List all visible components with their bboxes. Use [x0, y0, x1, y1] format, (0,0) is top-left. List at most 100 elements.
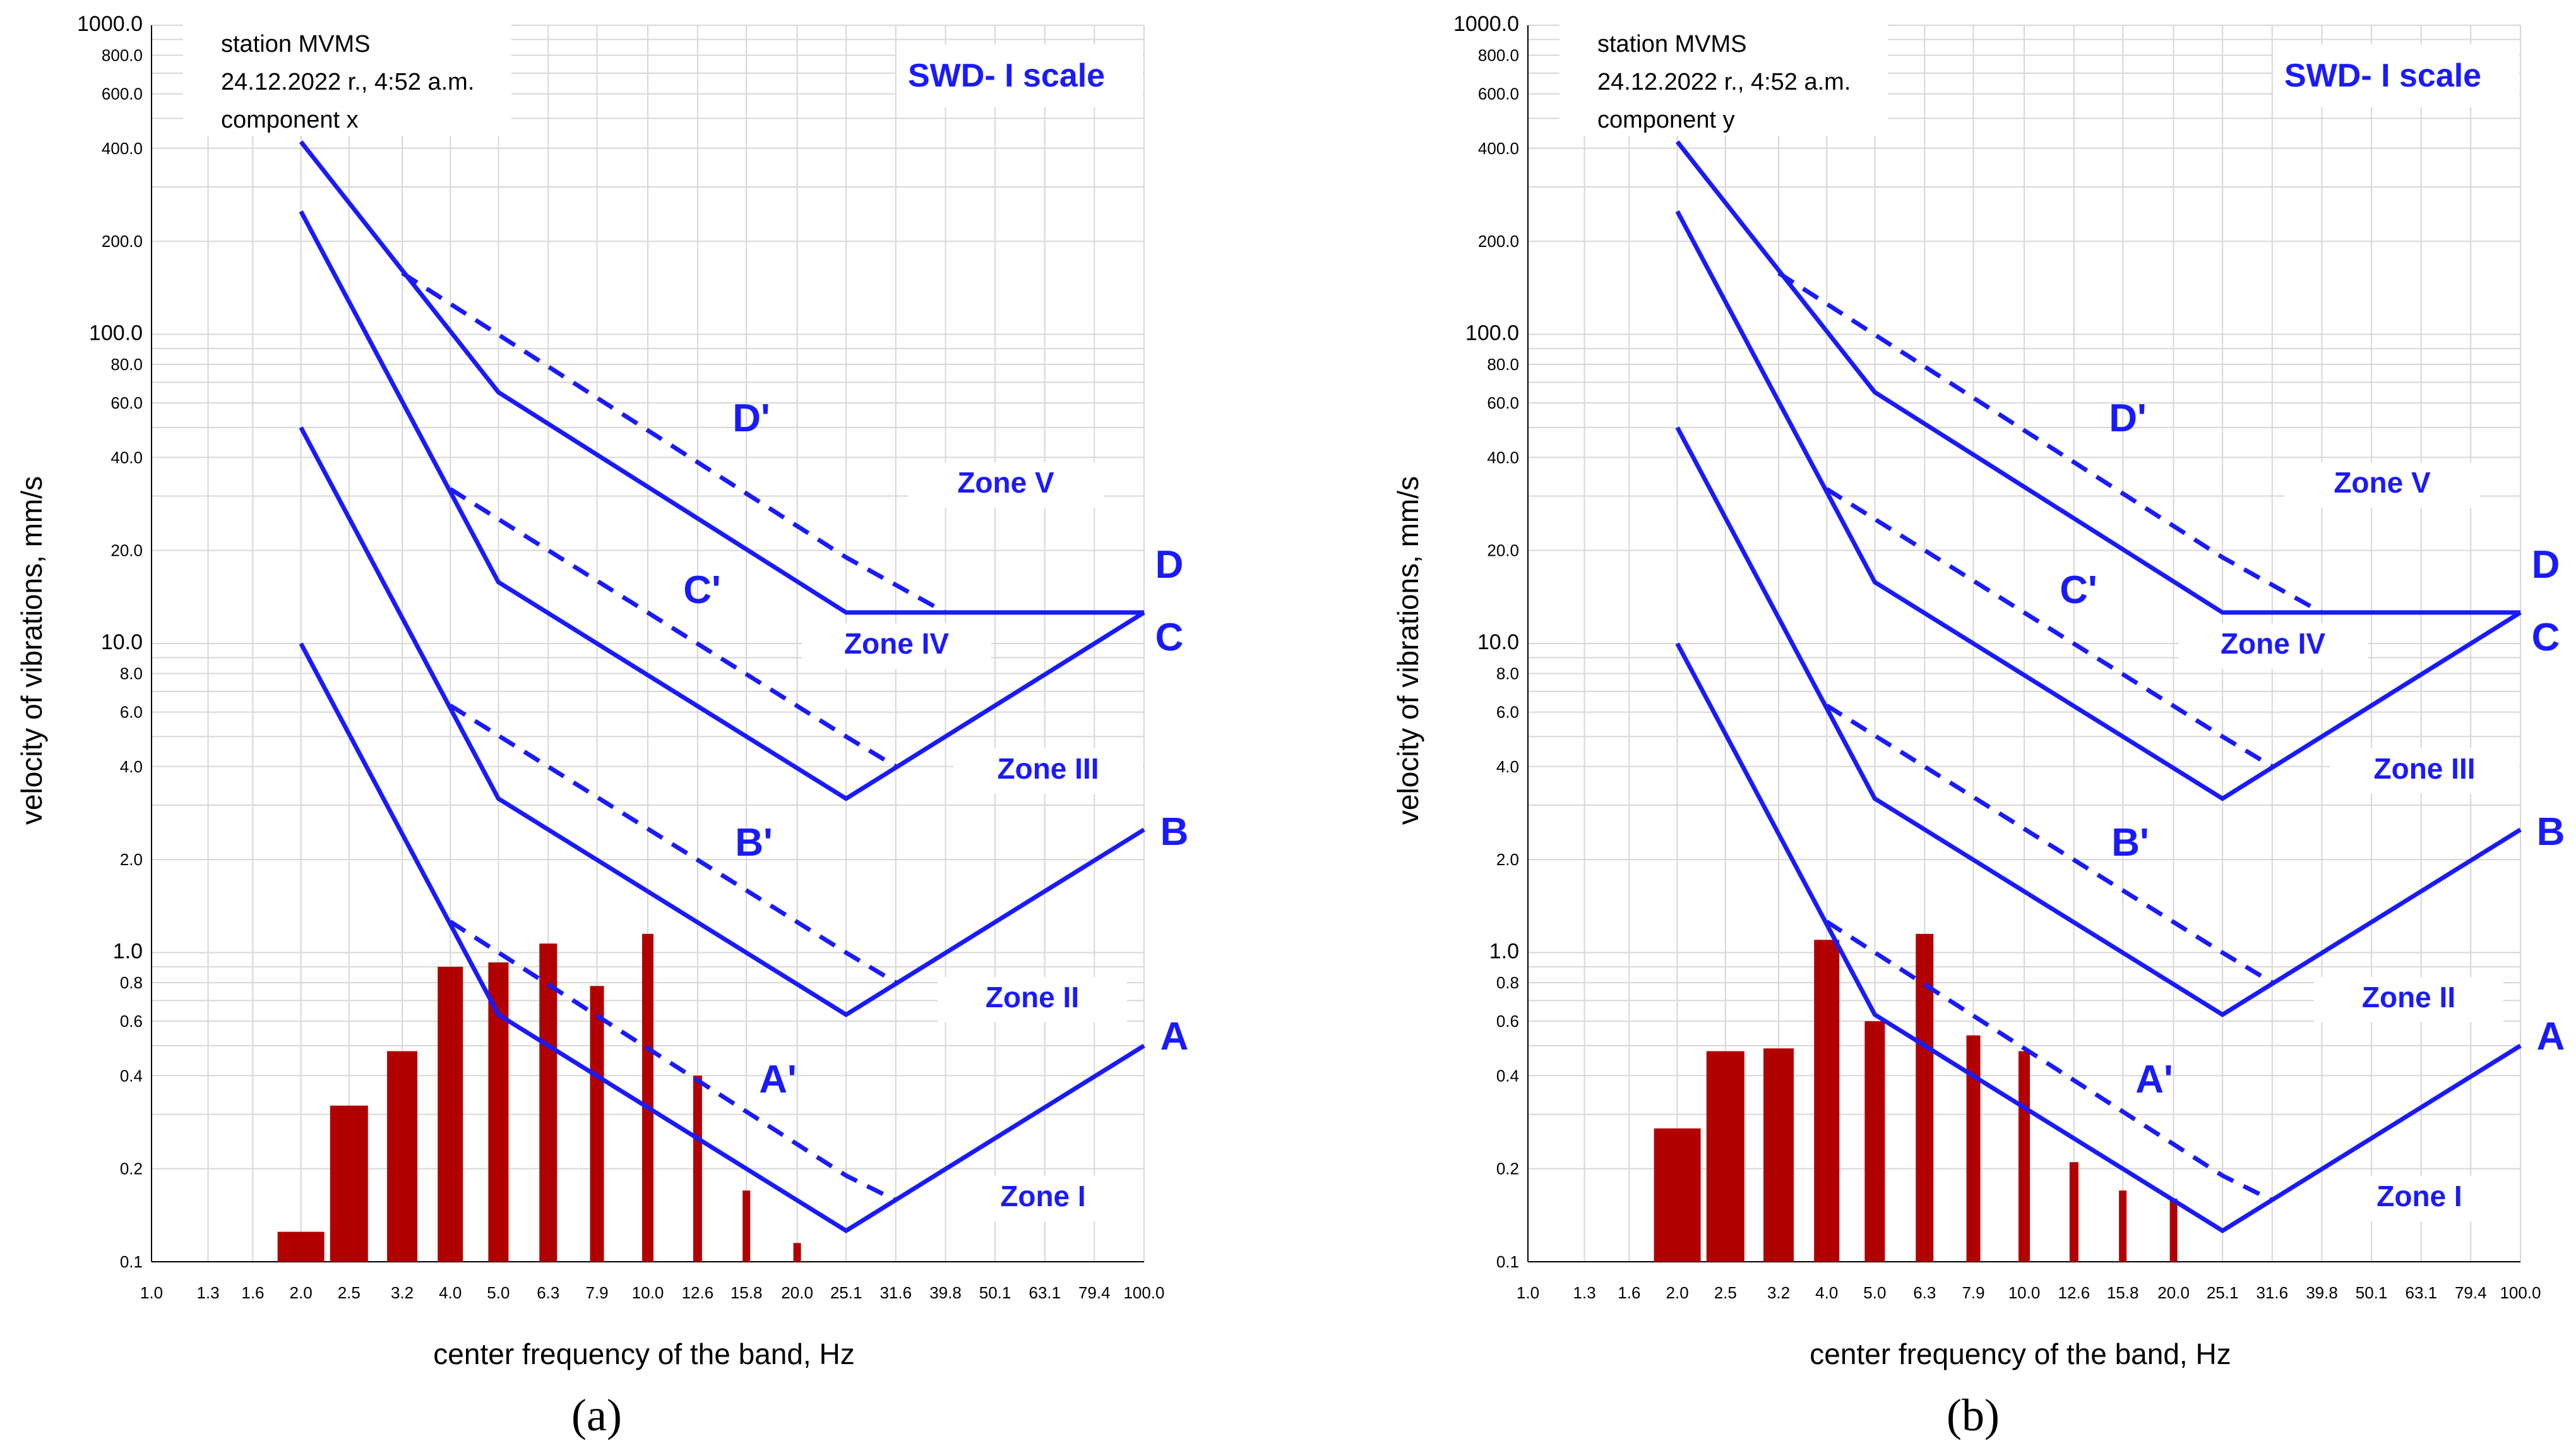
curve-label: D — [2532, 543, 2560, 587]
bar-series — [1654, 933, 2178, 1262]
zone-label: Zone IV — [2221, 627, 2325, 660]
y-tick-label: 6.0 — [120, 703, 143, 722]
bar — [330, 1105, 368, 1262]
zone-label: Zone I — [2376, 1180, 2462, 1212]
y-tick-label: 2.0 — [120, 850, 143, 869]
x-tick-label: 1.3 — [1573, 1283, 1595, 1302]
info-line: 24.12.2022 r., 4:52 a.m. — [221, 69, 474, 95]
y-tick-label: 10.0 — [1477, 630, 1519, 654]
limit-line — [449, 704, 897, 985]
y-tick-label: 0.1 — [120, 1252, 143, 1271]
y-tick-label: 200.0 — [102, 232, 143, 251]
y-tick-label: 0.8 — [120, 973, 143, 992]
limit-lines — [299, 140, 1145, 1234]
y-tick-label: 0.4 — [120, 1066, 143, 1085]
info-line: station MVMS — [221, 31, 371, 57]
y-tick-label: 60.0 — [110, 393, 143, 412]
x-tick-label: 5.0 — [487, 1283, 510, 1302]
y-tick-label: 200.0 — [1478, 232, 1519, 251]
x-tick-label: 2.0 — [1666, 1283, 1689, 1302]
x-tick-label: 2.0 — [290, 1283, 313, 1302]
x-tick-label: 25.1 — [2207, 1283, 2239, 1302]
station-info: station MVMS 24.12.2022 r., 4:52 a.m. comp… — [1597, 31, 1851, 133]
bar — [742, 1190, 751, 1262]
y-tick-label: 10.0 — [101, 630, 143, 654]
zone-labels: Zone I Zone II Zone III Zone IV Zone V — [802, 462, 1143, 1221]
y-tick-label: 400.0 — [1478, 139, 1519, 158]
y-tick-label: 800.0 — [1478, 45, 1519, 64]
zone-label-bg — [2284, 462, 2480, 508]
curve-label: A — [1160, 1015, 1189, 1058]
x-tick-label: 20.0 — [2157, 1283, 2190, 1302]
curve-label: C' — [683, 568, 721, 612]
x-tick-label: 4.0 — [1815, 1283, 1838, 1302]
bar — [2069, 1162, 2078, 1262]
x-tick-label: 63.1 — [1029, 1283, 1061, 1302]
x-tick-label: 39.8 — [2306, 1283, 2338, 1302]
x-tick-label: 79.4 — [2455, 1283, 2487, 1302]
x-tick-label: 10.0 — [2008, 1283, 2041, 1302]
zone-label-bg — [2325, 1176, 2514, 1221]
x-tick-label: 15.8 — [730, 1283, 763, 1302]
y-tick-label: 80.0 — [1487, 355, 1519, 374]
info-box — [183, 19, 511, 136]
zone-label: Zone II — [2362, 981, 2455, 1014]
y-tick-label: 6.0 — [1496, 703, 1519, 722]
curve-labels: A B CD A' B' C' D' — [2060, 397, 2565, 1101]
x-tick-label: 1.6 — [1618, 1283, 1640, 1302]
zone-label-bg — [802, 623, 991, 669]
panel-label: (b) — [1947, 1390, 2000, 1440]
y-tick-labels: 0.1 0.2 0.4 0.6 0.8 1.0 2.0 4.0 6.0 8.0 10.0 20.0 40… — [77, 12, 143, 1271]
y-tick-label: 0.6 — [120, 1012, 143, 1031]
bar — [387, 1051, 418, 1262]
x-tick-label: 10.0 — [632, 1283, 664, 1302]
zone-label-bg — [2330, 748, 2519, 794]
y-tick-label: 0.8 — [1496, 973, 1519, 992]
limit-line — [1825, 704, 2274, 985]
x-tick-label: 7.9 — [1962, 1283, 1984, 1302]
limit-lines — [1675, 140, 2522, 1234]
bar — [590, 986, 604, 1262]
bar — [488, 962, 509, 1262]
limit-line — [1825, 487, 2274, 769]
x-tick-label: 4.0 — [439, 1283, 462, 1302]
panel-label: (a) — [571, 1390, 622, 1440]
x-tick-label: 3.2 — [1767, 1283, 1790, 1302]
y-tick-label: 20.0 — [1487, 541, 1519, 560]
limit-line — [449, 919, 897, 1202]
x-tick-label: 25.1 — [830, 1283, 862, 1302]
limit-line — [449, 487, 897, 769]
zone-label-bg — [953, 748, 1143, 794]
x-tick-label: 5.0 — [1863, 1283, 1886, 1302]
y-axis-label: velocity of vibrations, mm/s — [1392, 476, 1424, 825]
bar — [539, 943, 558, 1262]
curve-label: C' — [2060, 568, 2097, 612]
curve-label: A' — [759, 1058, 797, 1101]
x-tick-label: 31.6 — [880, 1283, 912, 1302]
x-tick-label: 50.1 — [979, 1283, 1011, 1302]
bar — [1706, 1051, 1744, 1262]
x-tick-label: 15.8 — [2107, 1283, 2139, 1302]
y-tick-label: 0.1 — [1496, 1252, 1519, 1271]
info-box — [1559, 19, 1888, 136]
info-line: 24.12.2022 r., 4:52 a.m. — [1597, 69, 1851, 95]
zone-label-bg — [938, 977, 1127, 1022]
bar — [2018, 1051, 2030, 1262]
y-tick-label: 600.0 — [102, 85, 143, 104]
x-tick-label: 1.6 — [241, 1283, 264, 1302]
info-line: component x — [221, 107, 359, 133]
y-tick-label: 1.0 — [1489, 940, 1519, 964]
x-tick-label: 39.8 — [929, 1283, 962, 1302]
y-tick-labels: 0.1 0.2 0.4 0.6 0.8 1.0 2.0 4.0 6.0 8.0 10.0 20.0 40… — [1453, 12, 1519, 1271]
title-box — [897, 44, 1143, 107]
zone-labels: Zone I Zone II Zone III Zone IV Zone V — [2178, 462, 2519, 1221]
bar — [1916, 933, 1934, 1262]
y-tick-label: 0.2 — [1496, 1159, 1519, 1178]
x-tick-label: 100.0 — [1123, 1283, 1164, 1302]
y-tick-label: 1.0 — [113, 940, 143, 964]
curve-label: D' — [2109, 397, 2147, 440]
zone-label-bg — [948, 1176, 1138, 1221]
y-axis-label: velocity of vibrations, mm/s — [15, 476, 48, 825]
y-tick-label: 100.0 — [89, 321, 143, 345]
y-tick-label: 0.4 — [1496, 1066, 1519, 1085]
